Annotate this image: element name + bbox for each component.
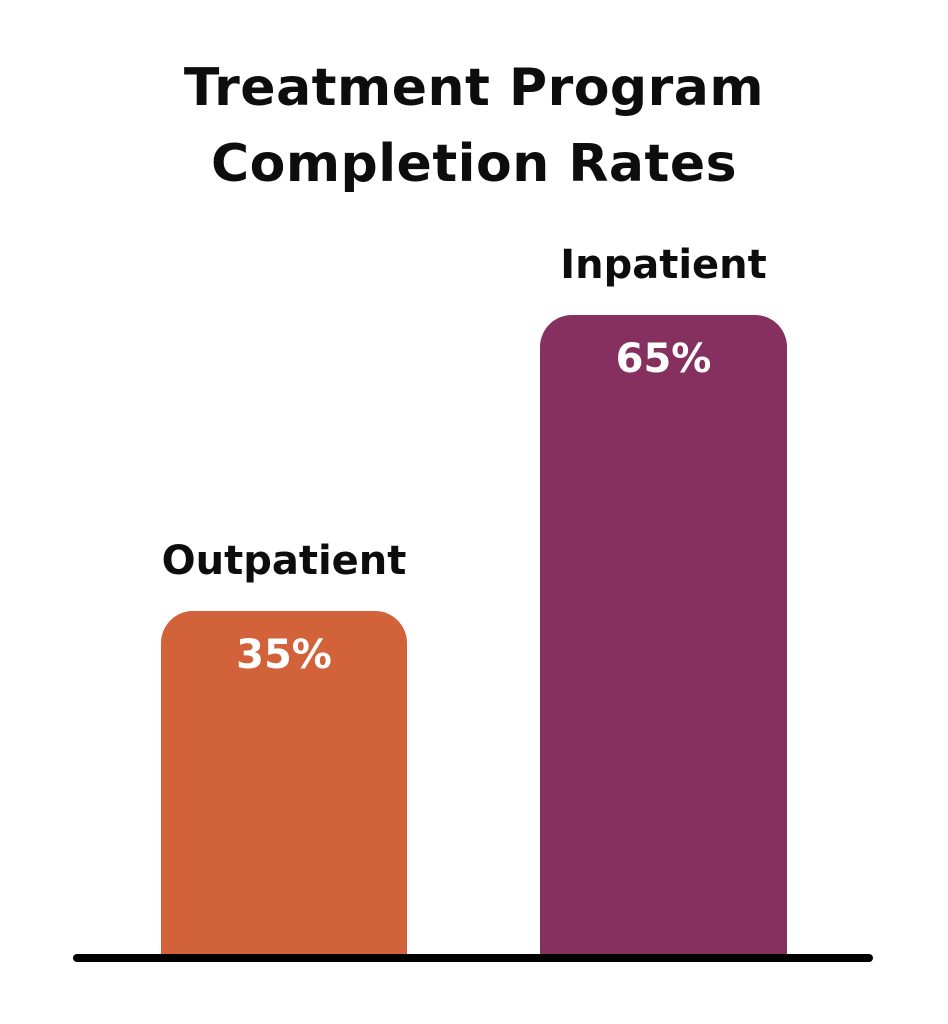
bar-group-outpatient: Outpatient 35%	[161, 538, 407, 957]
x-axis-baseline	[73, 954, 873, 962]
bar-value-inpatient: 65%	[615, 336, 712, 382]
bar-value-outpatient: 35%	[236, 632, 332, 678]
bar-inpatient: 65%	[540, 315, 787, 957]
bar-label-inpatient: Inpatient	[560, 242, 767, 288]
bar-outpatient: 35%	[161, 611, 407, 957]
chart-title: Treatment Program Completion Rates	[0, 50, 948, 202]
chart-title-line-2: Completion Rates	[210, 134, 738, 194]
bar-group-inpatient: Inpatient 65%	[540, 242, 787, 957]
chart-title-line-1: Treatment Program	[183, 58, 765, 118]
bar-label-outpatient: Outpatient	[161, 538, 407, 584]
